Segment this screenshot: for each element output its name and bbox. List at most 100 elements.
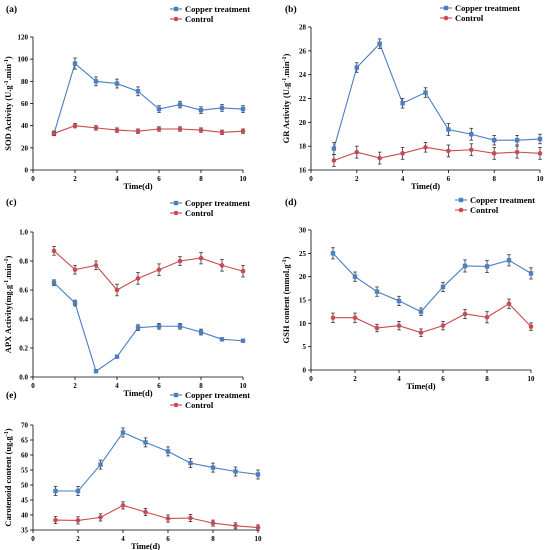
series-copper-treatment: [330, 247, 534, 316]
panel-3: (d) 0 5 10 15 20 25 30 0 2 4 6 8 10 Time(d) GSH content…: [281, 195, 535, 391]
y-tick-label: 22: [299, 95, 307, 103]
data-point: [331, 158, 337, 163]
y-tick-label: 30: [299, 227, 307, 235]
data-point: [484, 314, 490, 320]
y-tick-label: 0.0: [19, 374, 28, 382]
data-point: [156, 267, 162, 273]
x-tick-label: 6: [441, 375, 445, 383]
data-point: [98, 515, 103, 520]
y-tick-label: 18: [299, 143, 307, 151]
y-tick-label: 26: [299, 47, 307, 55]
legend-marker: [443, 5, 449, 11]
data-point: [462, 311, 468, 317]
series-line: [332, 252, 532, 313]
x-tick-label: 6: [447, 175, 451, 183]
y-tick-label: 0.2: [19, 345, 28, 353]
x-tick-label: 6: [166, 535, 170, 543]
data-point: [331, 146, 337, 151]
y-tick-label: 40: [21, 512, 29, 520]
y-tick-label: 50: [21, 482, 29, 490]
data-point: [98, 462, 103, 467]
data-point: [354, 149, 360, 155]
panel-label: (a): [6, 4, 17, 15]
data-point: [423, 90, 428, 95]
data-point: [198, 255, 204, 261]
data-point: [484, 264, 490, 269]
y-tick-label: 0.6: [19, 287, 28, 295]
series-copper-treatment: [51, 279, 246, 374]
x-axis-title: Time(d): [411, 181, 440, 191]
data-point: [423, 145, 428, 150]
x-tick-label: 10: [240, 382, 248, 390]
y-tick-label: 35: [21, 527, 29, 535]
data-point: [440, 284, 446, 290]
y-tick-label: 20: [299, 273, 307, 281]
data-point: [374, 325, 380, 331]
data-point: [446, 148, 451, 154]
data-point: [537, 136, 543, 142]
x-tick-label: 0: [31, 382, 35, 390]
y-tick-label: 65: [21, 437, 29, 445]
data-point: [114, 354, 120, 359]
series-copper-treatment: [331, 38, 543, 155]
data-point: [491, 151, 497, 156]
data-point: [354, 65, 359, 70]
y-axis-title: GSH content (mmol.g-1): [281, 256, 291, 343]
series-control: [331, 142, 543, 167]
x-tick-label: 10: [240, 175, 248, 183]
series-line: [53, 62, 244, 134]
series-line: [333, 42, 541, 149]
x-axis-title: Time(d): [131, 541, 160, 550]
x-tick-label: 8: [485, 375, 489, 383]
legend-marker: [458, 207, 464, 213]
y-tick-label: 0.8: [19, 258, 28, 266]
y-tick-label: 1.0: [19, 229, 28, 237]
panel-0: (a) 0 20 40 60 80 100 120 0 2 4 6 8 10 Time(d) SOD Acti…: [3, 4, 250, 191]
y-tick-label: 70: [21, 422, 29, 430]
data-point: [177, 258, 183, 264]
series-line: [53, 125, 244, 134]
x-tick-label: 10: [255, 535, 263, 543]
data-point: [219, 105, 225, 111]
x-tick-label: 0: [31, 175, 35, 183]
data-point: [114, 81, 120, 86]
data-point: [240, 128, 246, 134]
x-tick-label: 4: [401, 175, 405, 183]
x-tick-label: 10: [537, 175, 545, 183]
x-tick-label: 0: [309, 175, 313, 183]
legend-label: Control: [455, 13, 484, 23]
data-point: [440, 323, 446, 328]
x-tick-label: 0: [309, 375, 313, 383]
legend-label: Copper treatment: [455, 3, 520, 13]
y-tick-label: 15: [299, 297, 307, 305]
data-point: [400, 101, 405, 106]
data-point: [156, 126, 162, 132]
data-point: [528, 271, 534, 276]
legend-label: Copper treatment: [470, 195, 535, 205]
x-tick-label: 2: [353, 375, 357, 383]
series-line: [333, 303, 532, 334]
y-tick-label: 60: [21, 452, 29, 460]
data-point: [198, 107, 204, 113]
data-point: [514, 138, 520, 143]
data-point: [143, 509, 148, 515]
legend-label: Control: [185, 400, 214, 410]
series-copper-treatment: [53, 427, 261, 496]
y-axis-title: GR Activity (U.g-1.min-1): [281, 53, 291, 143]
data-point: [219, 130, 225, 135]
y-axis-title: Carotenoid content (ug.g-1): [3, 428, 13, 526]
panel-2: (c) 0.0 0.2 0.4 0.6 0.8 1.0 0 2 4 6 8 10 Time(d) APX A…: [3, 197, 250, 398]
data-point: [240, 106, 246, 112]
data-point: [469, 132, 474, 137]
data-point: [240, 338, 246, 343]
data-point: [198, 127, 204, 133]
data-point: [72, 61, 78, 66]
data-point: [219, 337, 225, 342]
data-point: [374, 289, 380, 294]
x-tick-label: 8: [492, 175, 496, 183]
x-tick-label: 2: [73, 382, 77, 390]
y-tick-label: 60: [21, 100, 29, 108]
series-line: [333, 146, 541, 161]
